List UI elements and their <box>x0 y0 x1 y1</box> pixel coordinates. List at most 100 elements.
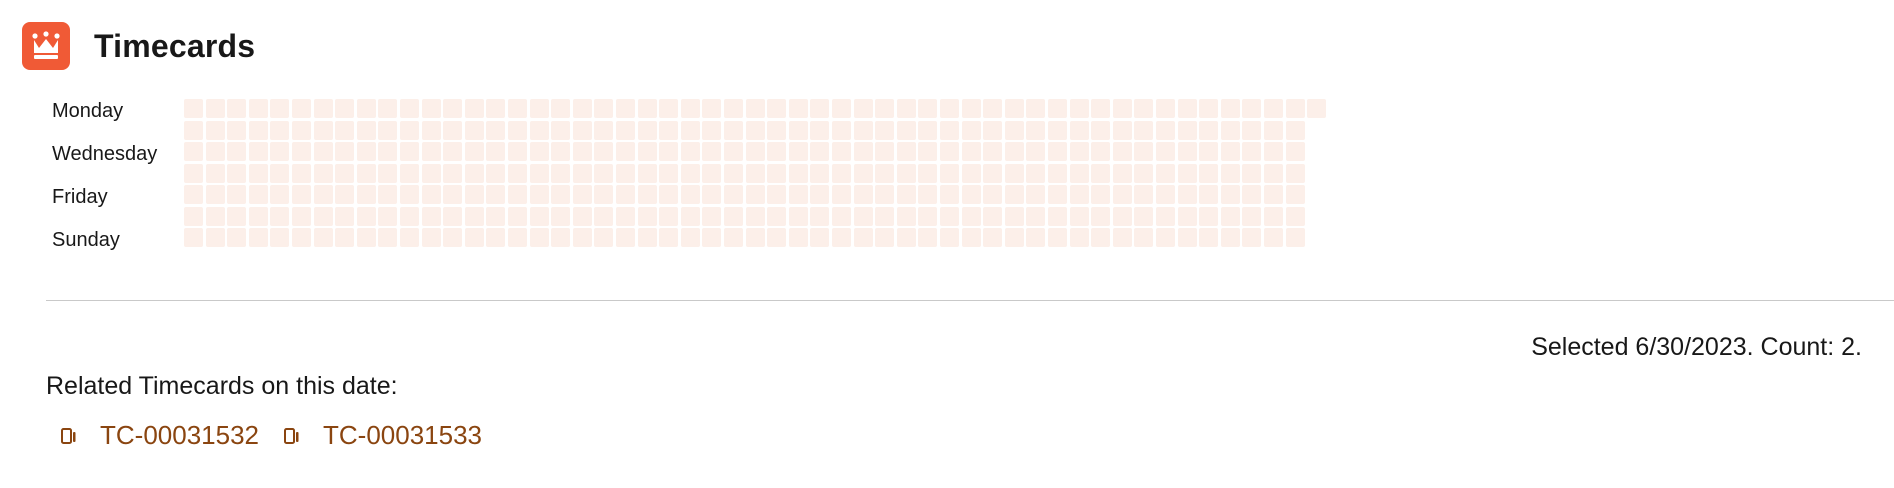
heatmap-cell[interactable] <box>788 120 808 140</box>
heatmap-cell[interactable] <box>1112 163 1132 183</box>
heatmap-cell[interactable] <box>551 228 571 247</box>
heatmap-cell[interactable] <box>637 163 657 183</box>
heatmap-cell[interactable] <box>940 228 959 247</box>
heatmap-cell[interactable] <box>551 206 571 226</box>
heatmap-cell[interactable] <box>313 206 333 226</box>
heatmap-cell[interactable] <box>745 120 765 140</box>
heatmap-cell[interactable] <box>1004 228 1024 247</box>
heatmap-cell[interactable] <box>335 206 355 226</box>
heatmap-cell[interactable] <box>529 120 549 140</box>
heatmap-cell[interactable] <box>551 99 571 118</box>
heatmap-cell[interactable] <box>227 185 247 204</box>
heatmap-cell[interactable] <box>572 228 592 247</box>
heatmap-cell[interactable] <box>248 142 268 161</box>
heatmap-cell[interactable] <box>486 185 506 204</box>
heatmap-cell[interactable] <box>724 228 743 247</box>
heatmap-cell[interactable] <box>270 185 290 204</box>
heatmap-cell[interactable] <box>529 206 549 226</box>
heatmap-cell[interactable] <box>810 185 830 204</box>
heatmap-cell[interactable] <box>875 185 895 204</box>
heatmap-cell[interactable] <box>1134 185 1154 204</box>
heatmap-cell[interactable] <box>832 185 851 204</box>
heatmap-cell[interactable] <box>205 206 225 226</box>
heatmap-cell[interactable] <box>788 206 808 226</box>
heatmap-cell[interactable] <box>529 163 549 183</box>
heatmap-cell[interactable] <box>940 206 959 226</box>
heatmap-cell[interactable] <box>1264 99 1283 118</box>
heatmap-cell[interactable] <box>1220 185 1240 204</box>
heatmap-cell[interactable] <box>1004 163 1024 183</box>
heatmap-cell[interactable] <box>875 163 895 183</box>
heatmap-cell[interactable] <box>1177 228 1197 247</box>
heatmap-cell[interactable] <box>745 163 765 183</box>
heatmap-cell[interactable] <box>551 185 571 204</box>
heatmap-cell[interactable] <box>270 99 290 118</box>
heatmap-cell[interactable] <box>421 228 441 247</box>
heatmap-cell[interactable] <box>1134 228 1154 247</box>
heatmap-cell[interactable] <box>1026 185 1046 204</box>
heatmap-cell[interactable] <box>292 163 311 183</box>
heatmap-cell[interactable] <box>486 99 506 118</box>
heatmap-cell[interactable] <box>1048 142 1067 161</box>
heatmap-cell[interactable] <box>1091 228 1111 247</box>
heatmap-cell[interactable] <box>724 185 743 204</box>
heatmap-cell[interactable] <box>184 120 203 140</box>
heatmap-cell[interactable] <box>313 163 333 183</box>
heatmap-cell[interactable] <box>248 185 268 204</box>
heatmap-cell[interactable] <box>961 206 981 226</box>
heatmap-cell[interactable] <box>745 142 765 161</box>
heatmap-cell[interactable] <box>551 163 571 183</box>
heatmap-cell[interactable] <box>292 99 311 118</box>
heatmap-cell[interactable] <box>486 120 506 140</box>
heatmap-cell[interactable] <box>1199 120 1219 140</box>
heatmap-cell[interactable] <box>961 99 981 118</box>
heatmap-cell[interactable] <box>378 120 398 140</box>
heatmap-cell[interactable] <box>788 142 808 161</box>
heatmap-cell[interactable] <box>464 163 484 183</box>
heatmap-cell[interactable] <box>270 228 290 247</box>
heatmap-cell[interactable] <box>1026 120 1046 140</box>
heatmap-cell[interactable] <box>572 120 592 140</box>
heatmap-cell[interactable] <box>551 120 571 140</box>
heatmap-cell[interactable] <box>205 142 225 161</box>
heatmap-cell[interactable] <box>680 142 700 161</box>
heatmap-cell[interactable] <box>270 206 290 226</box>
heatmap-cell[interactable] <box>335 163 355 183</box>
heatmap-cell[interactable] <box>1220 206 1240 226</box>
heatmap-cell[interactable] <box>853 142 873 161</box>
heatmap-cell[interactable] <box>832 206 851 226</box>
heatmap-cell[interactable] <box>508 142 527 161</box>
heatmap-cell[interactable] <box>1112 206 1132 226</box>
heatmap-cell[interactable] <box>745 185 765 204</box>
heatmap-cell[interactable] <box>810 228 830 247</box>
heatmap-cell[interactable] <box>1199 142 1219 161</box>
heatmap-cell[interactable] <box>745 99 765 118</box>
heatmap-cell[interactable] <box>767 228 787 247</box>
heatmap-cell[interactable] <box>378 163 398 183</box>
heatmap-cell[interactable] <box>572 163 592 183</box>
heatmap-cell[interactable] <box>594 120 614 140</box>
heatmap-cell[interactable] <box>529 99 549 118</box>
heatmap-cell[interactable] <box>810 120 830 140</box>
heatmap-cell[interactable] <box>1004 120 1024 140</box>
heatmap-cell[interactable] <box>551 142 571 161</box>
heatmap-cell[interactable] <box>1220 142 1240 161</box>
heatmap-cell[interactable] <box>313 142 333 161</box>
heatmap-cell[interactable] <box>961 228 981 247</box>
heatmap-cell[interactable] <box>1048 185 1067 204</box>
heatmap-cell[interactable] <box>918 120 938 140</box>
heatmap-cell[interactable] <box>594 142 614 161</box>
heatmap-cell[interactable] <box>1199 206 1219 226</box>
heatmap-cell[interactable] <box>205 99 225 118</box>
heatmap-cell[interactable] <box>572 142 592 161</box>
heatmap-cell[interactable] <box>918 99 938 118</box>
heatmap-cell[interactable] <box>421 99 441 118</box>
heatmap-cell[interactable] <box>983 99 1003 118</box>
heatmap-cell[interactable] <box>918 142 938 161</box>
heatmap-cell[interactable] <box>356 206 376 226</box>
heatmap-cell[interactable] <box>1048 163 1067 183</box>
heatmap-cell[interactable] <box>594 99 614 118</box>
heatmap-cell[interactable] <box>443 163 463 183</box>
heatmap-cell[interactable] <box>356 163 376 183</box>
heatmap-cell[interactable] <box>335 120 355 140</box>
